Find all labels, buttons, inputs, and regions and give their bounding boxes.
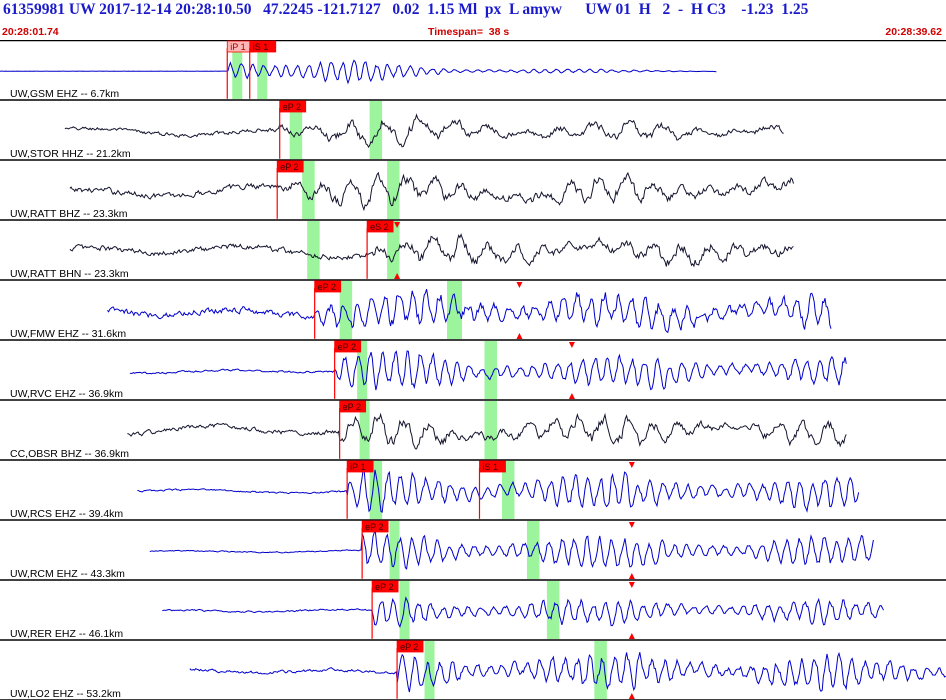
time-window-0-0: [232, 41, 243, 99]
time-window-2-1: [387, 161, 400, 219]
pick-flag-5-0: [334, 340, 362, 353]
station-label-8: UW,RCM EHZ -- 43.3km: [10, 568, 125, 580]
seismic-trace-8: [149, 530, 874, 570]
time-window-1-0: [289, 101, 303, 159]
pick-flag-6-0: [339, 400, 367, 413]
pick-label-7-1: iS 1: [482, 462, 498, 472]
seismogram-plot[interactable]: iP 1 iS 1 UW,GSM EHZ -- 6.7km eP 2 UW,STOR H…: [0, 40, 946, 700]
pick-label-10-0: eP 2: [400, 642, 418, 652]
station-label-5: UW,RVC EHZ -- 36.9km: [10, 388, 123, 400]
amp-marker-bottom-9-0: [628, 633, 635, 639]
time-window-3-1: [387, 221, 400, 279]
amp-marker-bottom-10-0: [628, 693, 635, 699]
pick-flag-4-0: [314, 280, 342, 293]
time-window-4-1: [447, 281, 463, 339]
station-label-2: UW,RATT BHZ -- 23.3km: [10, 208, 128, 220]
pick-label-0-1: iS 1: [253, 42, 269, 52]
pick-flag-0-1: [249, 40, 277, 53]
station-label-4: UW,FMW EHZ -- 31.6km: [10, 328, 126, 340]
seismic-trace-2: [69, 171, 794, 212]
station-label-0: UW,GSM EHZ -- 6.7km: [10, 88, 119, 100]
time-window-6-1: [484, 401, 497, 459]
pick-label-5-0: eP 2: [338, 342, 356, 352]
amp-marker-top-9-0: [628, 582, 635, 588]
pick-flag-3-0: [366, 220, 394, 233]
pick-label-0-0: iP 1: [230, 42, 245, 52]
pick-flag-9-0: [371, 580, 399, 593]
amp-marker-bottom-3-0: [394, 273, 401, 279]
end-time: 20:28:39.62: [885, 26, 942, 38]
time-window-2-0: [302, 161, 315, 219]
pick-label-8-0: eP 2: [365, 522, 383, 532]
seismic-trace-10: [189, 651, 946, 693]
amp-marker-bottom-8-0: [628, 573, 635, 579]
pick-flag-1-0: [279, 100, 307, 113]
pick-label-7-0: iP 1: [350, 462, 365, 472]
time-window-7-1: [501, 461, 515, 519]
pick-flag-7-0: [346, 460, 374, 473]
seismic-trace-3: [69, 233, 794, 268]
pick-flag-10-0: [396, 640, 424, 653]
pick-flag-2-0: [276, 160, 304, 173]
time-window-5-1: [484, 341, 497, 399]
time-window-3-0: [307, 221, 320, 279]
seismic-trace-1: [64, 113, 784, 149]
amp-marker-bottom-4-0: [516, 333, 523, 339]
seismic-trace-7: [137, 469, 860, 513]
station-label-1: UW,STOR HHZ -- 21.2km: [10, 148, 131, 160]
amp-marker-top-4-0: [516, 282, 523, 288]
amp-marker-top-3-0: [394, 222, 401, 228]
station-label-7: UW,RCS EHZ -- 39.4km: [10, 508, 123, 520]
timespan-label: Timespan= 38 s: [428, 26, 510, 38]
seismic-trace-5: [129, 350, 847, 391]
time-window-7-0: [369, 461, 383, 519]
pick-flag-8-0: [361, 520, 389, 533]
time-window-9-0: [399, 581, 410, 639]
event-summary-line: 61359981 UW 2017-12-14 20:28:10.50 47.22…: [3, 1, 809, 18]
pick-label-6-0: eP 2: [343, 402, 361, 412]
event-header: 61359981 UW 2017-12-14 20:28:10.50 47.22…: [0, 0, 946, 40]
station-label-10: UW,LO2 EHZ -- 53.2km: [10, 688, 121, 700]
time-window-8-0: [389, 521, 400, 579]
seismic-trace-0: [0, 59, 717, 85]
pick-label-9-0: eP 2: [375, 582, 393, 592]
seismic-trace-4: [107, 289, 832, 334]
pick-label-3-0: eS 2: [370, 222, 389, 232]
amp-marker-top-8-0: [628, 522, 635, 528]
seismic-trace-9: [162, 596, 884, 628]
pick-label-4-0: eP 2: [318, 282, 336, 292]
pick-label-2-0: eP 2: [280, 162, 298, 172]
station-label-6: CC,OBSR BHZ -- 36.9km: [10, 448, 129, 460]
pick-flag-7-1: [479, 460, 506, 473]
time-window-0-1: [257, 41, 268, 99]
amp-marker-bottom-5-0: [568, 393, 575, 399]
time-window-6-0: [359, 401, 370, 459]
station-label-9: UW,RER EHZ -- 46.1km: [10, 628, 123, 640]
time-window-10-1: [594, 641, 607, 699]
start-time: 20:28:01.74: [2, 26, 59, 38]
station-label-3: UW,RATT BHN -- 23.3km: [10, 268, 129, 280]
pick-label-1-0: eP 2: [283, 102, 301, 112]
amp-marker-top-5-0: [568, 342, 575, 348]
time-window-1-1: [369, 101, 383, 159]
seismic-trace-6: [127, 412, 847, 450]
amp-marker-top-7-0: [628, 462, 635, 468]
